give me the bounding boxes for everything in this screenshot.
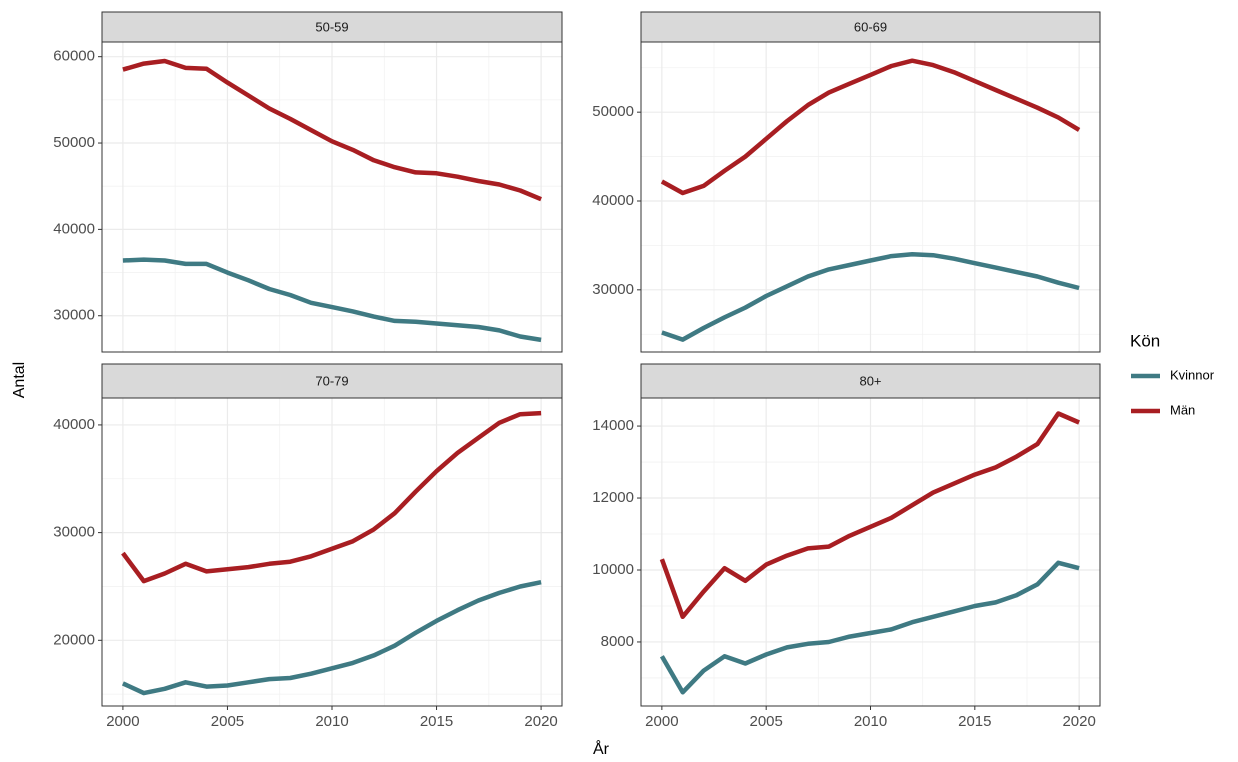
x-tick-label: 2010 [315,713,348,730]
series-line [661,252,1080,342]
series-line [122,257,542,343]
x-tick-label: 2015 [420,713,453,730]
strip [640,363,1101,399]
strip-label: 80+ [859,373,881,388]
x-axis-title: År [593,739,610,758]
y-tick-label: 20000 [53,631,95,648]
y-tick-label: 50000 [592,103,634,120]
y-tick-label: 60000 [53,48,95,65]
strip-label: 50-59 [315,19,348,34]
y-tick-label: 10000 [592,561,634,578]
series-line [122,58,542,202]
y-tick-label: 40000 [592,192,634,209]
x-tick-label: 2020 [1062,713,1095,730]
strip-label: 70-79 [315,373,348,388]
x-tick-label: 2015 [958,713,991,730]
x-tick-label: 2010 [854,713,887,730]
y-tick-label: 30000 [53,524,95,541]
x-tick-label: 2000 [106,713,139,730]
y-tick-label: 40000 [53,416,95,433]
y-tick-label: 8000 [601,633,634,650]
y-tick-label: 50000 [53,134,95,151]
y-tick-label: 14000 [592,417,634,434]
x-tick-label: 2020 [524,713,557,730]
legend-label: Kvinnor [1170,367,1215,382]
y-tick-label: 30000 [53,307,95,324]
strip [640,11,1101,43]
series-line [121,579,542,696]
series-line [660,58,1081,196]
y-tick-label: 40000 [53,220,95,237]
series-line [659,411,1080,620]
y-tick-label: 12000 [592,489,634,506]
legend-title: Kön [1130,331,1160,350]
series-line [121,410,542,584]
y-axis-title: Antal [11,362,28,398]
strip-label: 60-69 [854,19,887,34]
x-tick-label: 2005 [211,713,244,730]
legend-label: Män [1170,402,1195,417]
strip [101,363,563,399]
y-tick-label: 30000 [592,281,634,298]
strip [101,11,563,43]
x-tick-label: 2005 [749,713,782,730]
x-tick-label: 2000 [645,713,678,730]
series-line [659,560,1080,695]
